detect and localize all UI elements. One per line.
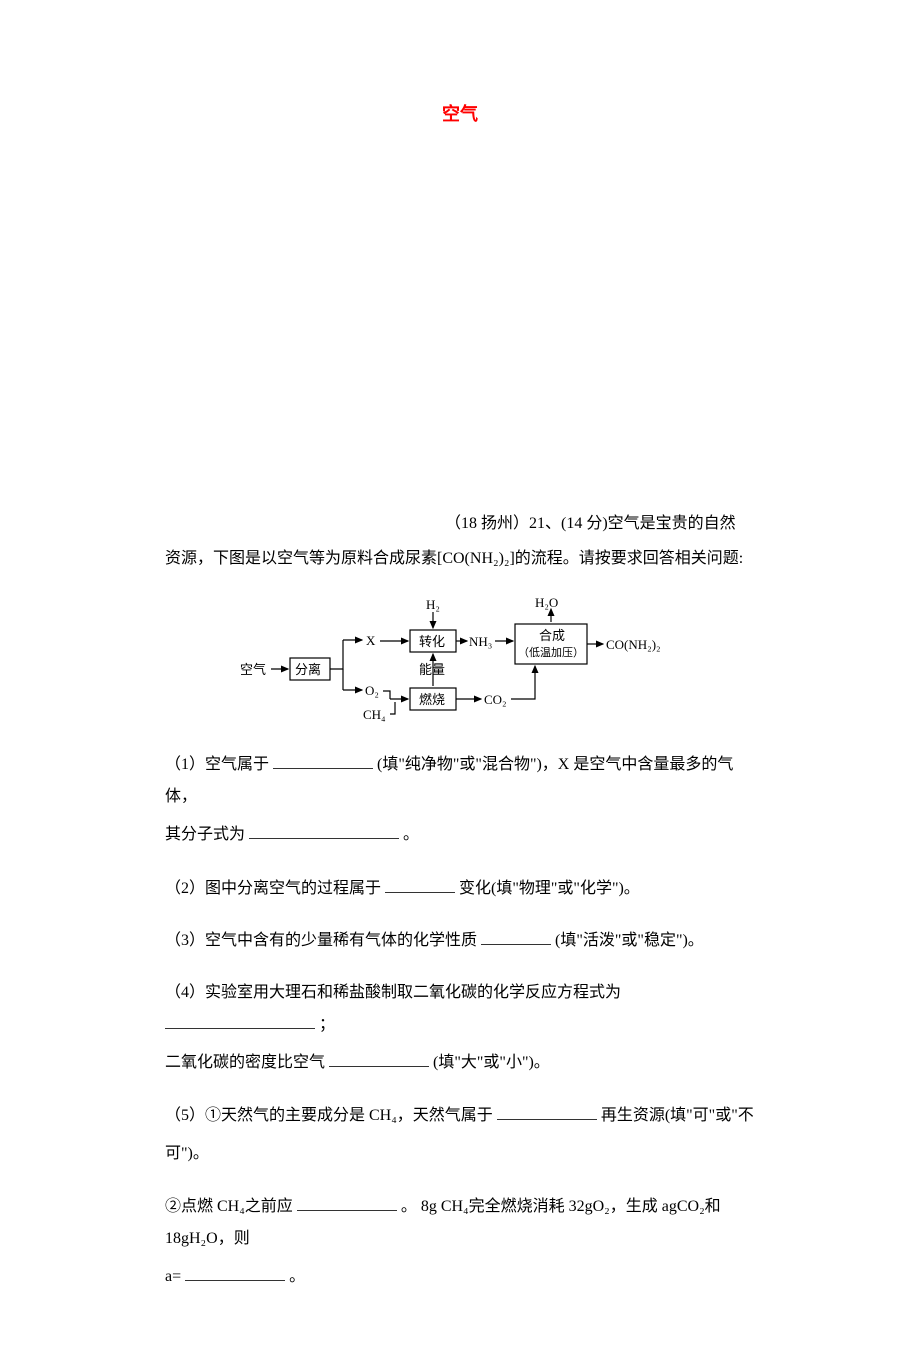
- blank-q4-2: [329, 1051, 429, 1067]
- node-air: 空气: [240, 662, 266, 677]
- blank-q2: [385, 877, 455, 893]
- node-nh3: NH₃: [469, 634, 492, 649]
- node-h2o: H₂O: [535, 595, 558, 610]
- blank-q6-1: [297, 1195, 397, 1211]
- q1-text-d: 。: [403, 826, 419, 843]
- question-6: ②点燃 CH₄之前应 。 8g CH₄完全燃烧消耗 32gO₂，生成 agCO₂…: [165, 1191, 755, 1255]
- edge-co2-syn: [511, 666, 535, 699]
- blank-q5: [497, 1104, 597, 1120]
- node-syn-label: 合成: [539, 628, 565, 643]
- q5-text-a: （5）①天然气的主要成分是 CH₄，天然气属于: [165, 1107, 493, 1124]
- edge-o2-bracket: [383, 691, 390, 699]
- node-burn-label: 燃烧: [419, 692, 445, 707]
- q4-text-b: ；: [319, 1016, 335, 1033]
- question-5-cont: 可")。: [165, 1136, 755, 1171]
- question-6-cont: a= 。: [165, 1259, 755, 1294]
- question-3: （3）空气中含有的少量稀有气体的化学性质 (填"活泼"或"稳定")。: [165, 925, 755, 957]
- node-syn-sub: （低温加压）: [518, 646, 584, 659]
- q6-text-a: ②点燃 CH₄之前应: [165, 1198, 293, 1215]
- node-co2: CO₂: [484, 692, 507, 707]
- node-h2: H₂: [426, 597, 440, 612]
- q2-text-b: 变化(填"物理"或"化学")。: [459, 880, 640, 897]
- q5-text-c: 可")。: [165, 1145, 209, 1162]
- question-4: （4）实验室用大理石和稀盐酸制取二氧化碳的化学反应方程式为 ；: [165, 977, 755, 1041]
- question-1: （1）空气属于 (填"纯净物"或"混合物")，X 是空气中含量最多的气体，: [165, 749, 755, 813]
- blank-q6-2: [185, 1265, 285, 1281]
- node-urea: CO(NH₂)₂: [606, 637, 661, 652]
- q4-text-d: (填"大"或"小")。: [433, 1054, 550, 1071]
- question-4-cont: 二氧化碳的密度比空气 (填"大"或"小")。: [165, 1045, 755, 1080]
- q2-text-a: （2）图中分离空气的过程属于: [165, 880, 381, 897]
- node-conv-label: 转化: [419, 634, 445, 649]
- flowchart-svg: 空气 分离 X O₂ CH₄ H₂: [235, 594, 675, 729]
- question-2: （2）图中分离空气的过程属于 变化(填"物理"或"化学")。: [165, 873, 755, 905]
- edge-sep-branch: [330, 640, 343, 669]
- page-title: 空气: [165, 100, 755, 126]
- q6-text-d: 。: [289, 1268, 305, 1285]
- node-x: X: [366, 633, 376, 648]
- node-ch4: CH₄: [363, 707, 386, 722]
- q1-text-c: 其分子式为: [165, 826, 245, 843]
- node-o2: O₂: [365, 683, 379, 698]
- q5-text-b: 再生资源(填"可"或"不: [601, 1107, 754, 1124]
- intro-line-1: （18 扬州）21、(14 分)空气是宝贵的自然: [165, 506, 755, 541]
- question-1-cont: 其分子式为 。: [165, 817, 755, 852]
- blank-q1-1: [273, 753, 373, 769]
- urea-flowchart: 空气 分离 X O₂ CH₄ H₂: [235, 594, 755, 729]
- q6-text-c: a=: [165, 1268, 181, 1285]
- edge-ch4-up: [390, 702, 395, 714]
- node-sep-label: 分离: [295, 662, 321, 677]
- node-energy: 能量: [419, 662, 445, 677]
- question-5: （5）①天然气的主要成分是 CH₄，天然气属于 再生资源(填"可"或"不: [165, 1100, 755, 1132]
- blank-q3: [481, 929, 551, 945]
- title-text: 空气: [442, 104, 478, 124]
- intro-line-2: 资源，下图是以空气等为原料合成尿素[CO(NH₂)₂]的流程。请按要求回答相关问…: [165, 541, 755, 576]
- blank-q4-1: [165, 1013, 315, 1029]
- q4-text-a: （4）实验室用大理石和稀盐酸制取二氧化碳的化学反应方程式为: [165, 984, 621, 1001]
- intro-block: （18 扬州）21、(14 分)空气是宝贵的自然 资源，下图是以空气等为原料合成…: [165, 506, 755, 576]
- blank-q1-2: [249, 823, 399, 839]
- q1-text-a: （1）空气属于: [165, 756, 269, 773]
- q4-text-c: 二氧化碳的密度比空气: [165, 1054, 325, 1071]
- q3-text-a: （3）空气中含有的少量稀有气体的化学性质: [165, 932, 477, 949]
- q3-text-b: (填"活泼"或"稳定")。: [555, 932, 704, 949]
